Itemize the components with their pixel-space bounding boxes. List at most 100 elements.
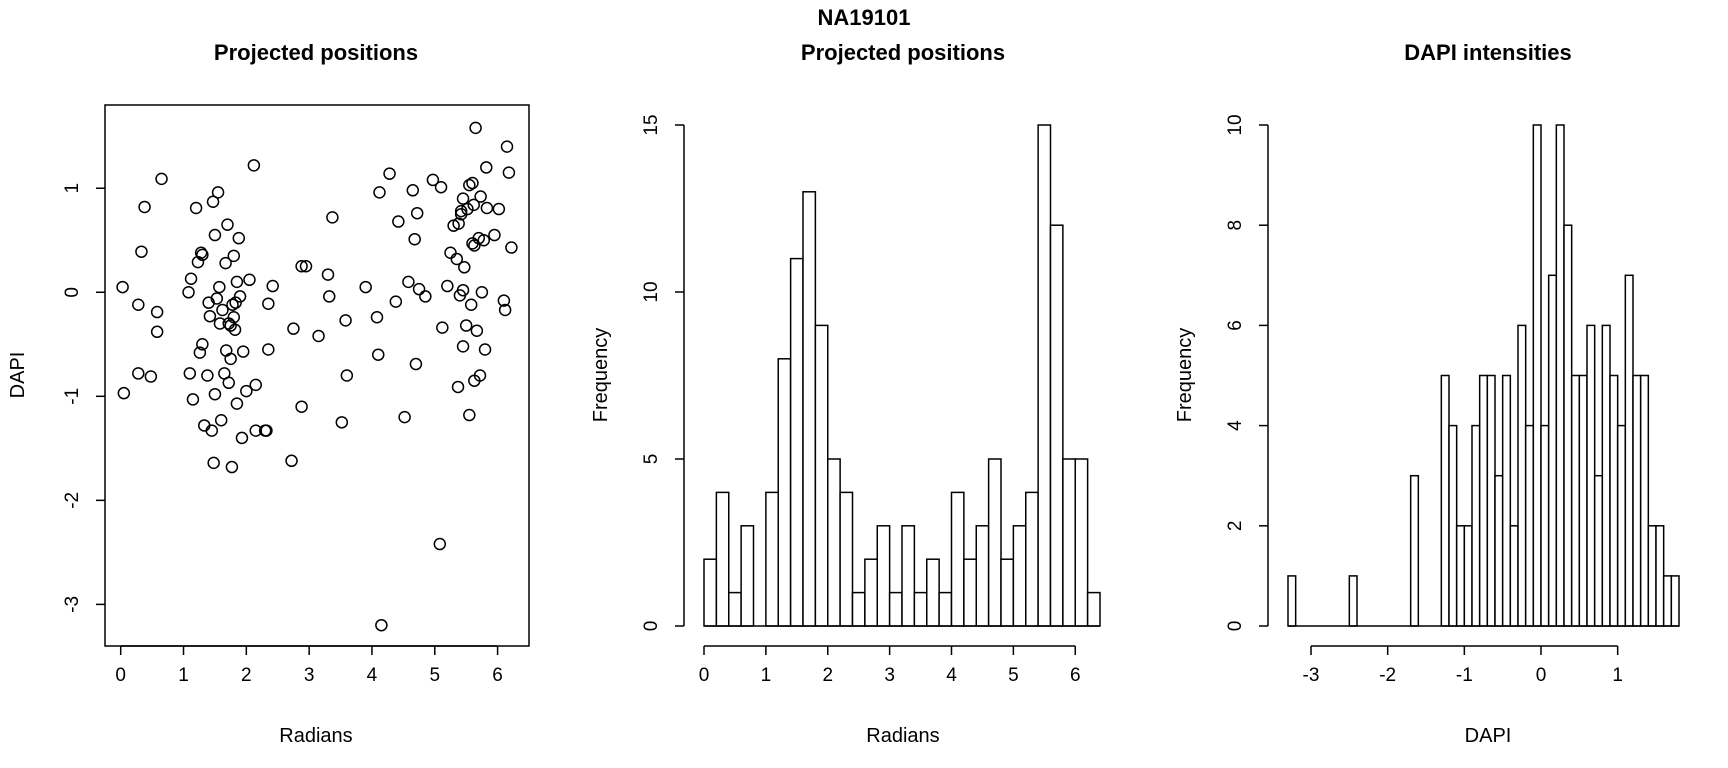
scatter-point [466, 176, 479, 190]
radians-hist-bar [777, 358, 792, 627]
scatter-y-tick-label: -1 [62, 388, 83, 405]
scatter-point [183, 367, 197, 380]
scatter-point [402, 275, 415, 289]
dapi-hist-bar [1540, 424, 1550, 627]
scatter-point [412, 282, 426, 296]
dapi-hist-bar [1409, 474, 1420, 627]
dapi-hist-bar [1471, 424, 1481, 627]
radians-hist-bar [839, 491, 854, 627]
radians-hist-bar [740, 525, 755, 627]
scatter-point [235, 431, 249, 445]
radians-hist-bar [888, 591, 903, 627]
dapi-hist-y-tick-label: 10 [1225, 114, 1246, 135]
scatter-point [236, 345, 250, 358]
dapi-hist-bar [1486, 374, 1496, 627]
scatter-point [321, 268, 335, 281]
scatter-point [464, 298, 478, 312]
scatter-point [339, 314, 352, 327]
radians-hist-bar [1086, 591, 1101, 627]
scatter-point [227, 310, 241, 324]
scatter-point [240, 384, 253, 398]
scatter-point [222, 376, 235, 390]
scatter-point [211, 186, 225, 199]
figure-title: NA19101 [818, 5, 911, 30]
radians-hist-bar [765, 491, 779, 627]
scatter-point [454, 204, 468, 218]
scatter-point [398, 410, 411, 424]
scatter-point [470, 324, 484, 338]
scatter-point [433, 537, 447, 551]
scatter-point [210, 292, 224, 305]
scatter-point [480, 201, 494, 215]
dapi-hist-bar [1586, 324, 1596, 627]
scatter-point [474, 190, 487, 203]
radians-hist-bar [963, 558, 977, 627]
scatter-point [463, 178, 476, 192]
radians-hist-bar [789, 257, 804, 627]
scatter-point [389, 295, 403, 308]
radians-hist-bar [950, 491, 965, 627]
scatter-point [208, 387, 222, 401]
scatter-point [196, 338, 209, 351]
scatter-point [441, 279, 454, 293]
dapi-hist-bar [1662, 575, 1673, 627]
scatter-point [299, 260, 313, 273]
radians-hist-bar [814, 324, 829, 627]
scatter-point [444, 246, 457, 259]
dapi-hist-bar [1609, 374, 1619, 627]
scatter-point [219, 256, 232, 270]
scatter-point [452, 217, 465, 230]
dapi-hist-bar [1578, 374, 1588, 627]
scatter-point [456, 192, 470, 205]
scatter-point [326, 211, 339, 224]
dapi-hist-x-tick-label: -1 [1456, 665, 1473, 686]
radians-hist-y-tick-label: 15 [641, 114, 662, 135]
radians-hist-x-tick-label: 1 [761, 665, 772, 686]
scatter-point [406, 184, 420, 197]
radians-hist-y-tick-label: 10 [641, 281, 662, 302]
scatter-point [409, 357, 423, 371]
radians-hist-bar [1062, 458, 1076, 627]
dapi-hist-y-tick-label: 0 [1225, 621, 1246, 632]
scatter-point [233, 290, 247, 303]
scatter-point [262, 297, 275, 310]
scatter-point [335, 416, 349, 429]
radians-hist-bar [1012, 525, 1027, 627]
dapi-hist-bar [1348, 575, 1358, 627]
radians-hist-y-tick-label: 5 [641, 454, 662, 465]
radians-hist-bar [926, 558, 940, 627]
scatter-point [450, 252, 464, 266]
dapi-hist-y-tick-label: 4 [1225, 420, 1246, 431]
scatter-point [410, 206, 424, 220]
scatter-point [383, 167, 396, 180]
scatter-point [497, 294, 511, 307]
scatter-point [201, 369, 214, 382]
scatter-point [138, 200, 151, 214]
dapi-hist-x-tick-label: 1 [1612, 665, 1623, 686]
dapi-hist-bar [1463, 525, 1473, 627]
scatter-point [285, 454, 298, 468]
scatter-x-tick-label: 5 [429, 665, 440, 686]
scatter-point [132, 367, 145, 380]
scatter-y-tick-label: -3 [62, 596, 83, 613]
scatter-point [370, 310, 384, 324]
scatter-point [186, 393, 200, 406]
scatter-point [451, 380, 465, 394]
radians-hist-bar [876, 525, 891, 627]
radians-hist-x-tick-label: 2 [822, 665, 833, 686]
radians-hist-x-tick-label: 5 [1008, 665, 1019, 686]
scatter-point [459, 319, 473, 332]
scatter-point [226, 298, 239, 312]
dapi-hist-bar [1593, 474, 1604, 627]
scatter-point [219, 344, 233, 357]
radians-hist-x-tick-label: 4 [946, 665, 957, 686]
scatter-point [150, 305, 164, 319]
radians-hist-bar [728, 591, 742, 627]
scatter-point [182, 286, 195, 299]
dapi-hist-title: DAPI intensities [1404, 40, 1571, 65]
scatter-point [207, 456, 220, 470]
scatter-y-tick-label: 1 [62, 183, 83, 194]
scatter-point [221, 218, 234, 231]
scatter-x-tick-label: 1 [178, 665, 189, 686]
scatter-point [262, 343, 275, 356]
